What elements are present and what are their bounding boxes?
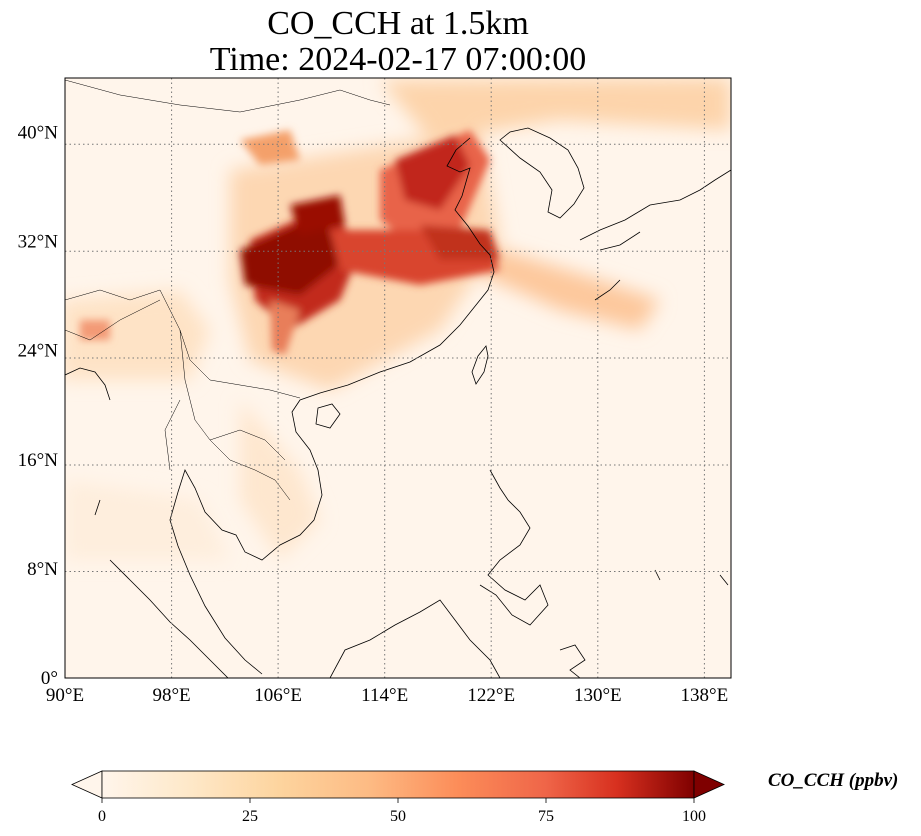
colorbar-gradient (101, 770, 695, 799)
lat-tick-label: 16°N (18, 450, 59, 471)
colorbar: 0 25 50 75 100 (71, 770, 725, 825)
plot-title: CO_CCH at 1.5km (267, 5, 529, 42)
lon-tick-label: 114°E (361, 685, 408, 706)
border-china-north (65, 79, 391, 113)
colorbar-tick-label: 25 (242, 808, 258, 825)
country-borders (65, 79, 391, 501)
coastline-bay-of-bengal (65, 367, 111, 401)
lon-tick-label: 106°E (254, 685, 302, 706)
colorbar-tick-label: 100 (682, 808, 706, 825)
lat-tick-label: 8°N (27, 559, 58, 580)
coastline-taiwan (471, 345, 489, 385)
coastline-philippines (479, 469, 549, 626)
colorbar-tick-label: 0 (98, 808, 106, 825)
colorbar-label: CO_CCH (ppbv) (768, 770, 899, 791)
lat-tick-label: 0° (41, 668, 58, 689)
plot-subtitle-time: Time: 2024-02-17 07:00:00 (209, 41, 587, 78)
graticule (65, 78, 731, 678)
colorbar-tick-label: 50 (390, 808, 406, 825)
colorbar-extend-min (71, 770, 103, 799)
map-frame (64, 77, 732, 679)
coastline-borneo (329, 599, 501, 678)
coastline-hainan (315, 403, 341, 429)
lon-tick-label: 130°E (574, 685, 622, 706)
longitude-tick-labels: 90°E 98°E 106°E 114°E 122°E 130°E 138°E (46, 685, 728, 706)
coastline-korea (499, 127, 585, 219)
lon-tick-label: 138°E (681, 685, 729, 706)
lon-tick-label: 90°E (46, 685, 84, 706)
lat-tick-label: 24°N (18, 341, 59, 362)
latitude-tick-labels: 0° 8°N 16°N 24°N 32°N 40°N (18, 123, 59, 689)
coastline-asia-mainland (169, 137, 495, 675)
coastline-sulawesi (559, 644, 586, 678)
border-indochina (164, 329, 291, 501)
lon-tick-label: 98°E (152, 685, 190, 706)
lon-tick-label: 122°E (467, 685, 515, 706)
coastlines (65, 127, 731, 678)
border-china-south (65, 289, 301, 399)
lat-tick-label: 32°N (18, 232, 59, 253)
colorbar-tick-label: 75 (538, 808, 554, 825)
colorbar-ticks: 0 25 50 75 100 (98, 798, 706, 825)
coastline-japan (579, 169, 731, 301)
concentration-field (65, 78, 731, 678)
colorbar-extend-max (693, 770, 725, 799)
lat-tick-label: 40°N (18, 123, 59, 144)
border-myanmar-india (65, 299, 161, 341)
coastline-sumatra-malaya (94, 499, 229, 678)
